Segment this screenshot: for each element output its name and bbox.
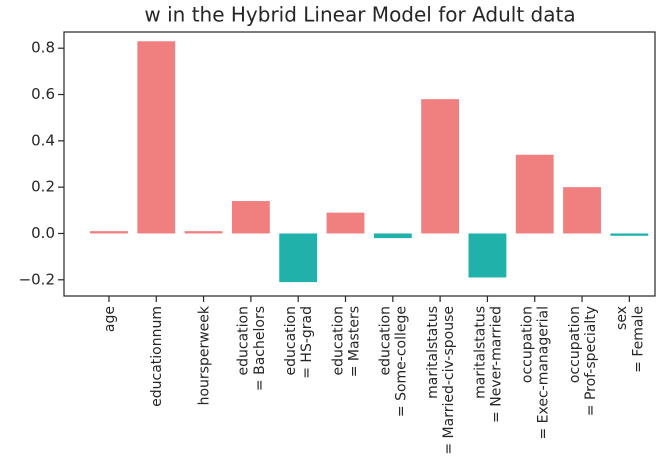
x-tick-label: hoursperweek <box>196 305 212 405</box>
plot-frame <box>63 31 656 297</box>
x-tick-label: sex= Female <box>614 306 646 373</box>
x-tick-label: occupation= Prof-specialty <box>567 306 599 416</box>
bar <box>421 99 460 234</box>
x-tick-label: education= Masters <box>330 306 362 377</box>
y-tick-label: 0.8 <box>31 39 55 57</box>
chart-title: w in the Hybrid Linear Model for Adult d… <box>144 3 575 27</box>
x-tick-label: maritalstatus= Never-married <box>472 306 504 423</box>
y-tick-label: 0.4 <box>31 131 55 149</box>
y-tick-label: 0.6 <box>31 85 55 103</box>
bar <box>373 233 412 239</box>
x-tick-label: education= HS-grad <box>283 306 315 379</box>
bar <box>279 233 318 283</box>
bar <box>231 201 270 234</box>
x-tick-label: maritalstatus= Married-civ-spouse <box>425 306 457 455</box>
bar <box>326 212 365 234</box>
x-tick-label: educationnum <box>149 306 165 407</box>
y-tick-label: 0.2 <box>31 178 55 196</box>
bar <box>468 233 507 278</box>
bar <box>184 231 223 234</box>
bar <box>137 41 176 234</box>
x-tick-label: age <box>102 306 118 332</box>
x-tick-label: education= Some-college <box>378 306 410 417</box>
y-tick-label: 0.0 <box>31 224 55 242</box>
bar <box>563 187 601 234</box>
bar <box>610 233 649 236</box>
bar <box>515 154 554 234</box>
bar <box>90 231 128 234</box>
y-tick-label: −0.2 <box>19 270 55 288</box>
x-tick-label: occupation= Exec-managerial <box>520 306 552 440</box>
x-tick-label: education= Bachelors <box>236 306 268 391</box>
